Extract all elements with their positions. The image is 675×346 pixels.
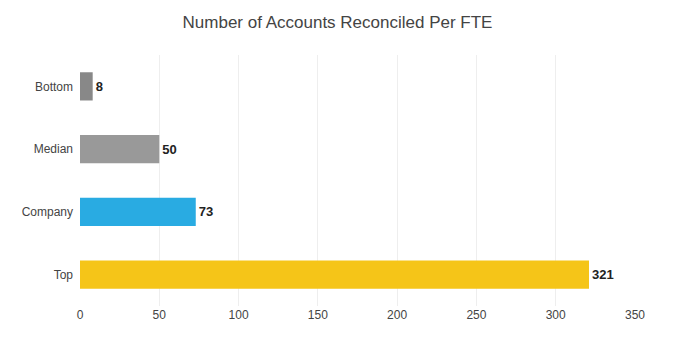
svg-text:Bottom: Bottom <box>35 80 73 94</box>
svg-text:50: 50 <box>162 142 176 157</box>
svg-text:Company: Company <box>22 205 73 219</box>
svg-text:150: 150 <box>308 308 328 322</box>
svg-text:300: 300 <box>546 308 566 322</box>
svg-text:0: 0 <box>77 308 84 322</box>
svg-text:8: 8 <box>96 79 103 94</box>
svg-text:50: 50 <box>153 308 167 322</box>
svg-text:100: 100 <box>229 308 249 322</box>
svg-text:250: 250 <box>466 308 486 322</box>
svg-text:Median: Median <box>34 142 73 156</box>
svg-text:350: 350 <box>625 308 645 322</box>
svg-text:73: 73 <box>199 204 213 219</box>
svg-text:321: 321 <box>592 267 614 282</box>
svg-text:Top: Top <box>54 268 74 282</box>
svg-text:Number of Accounts Reconciled: Number of Accounts Reconciled Per FTE <box>183 13 493 32</box>
svg-text:200: 200 <box>387 308 407 322</box>
